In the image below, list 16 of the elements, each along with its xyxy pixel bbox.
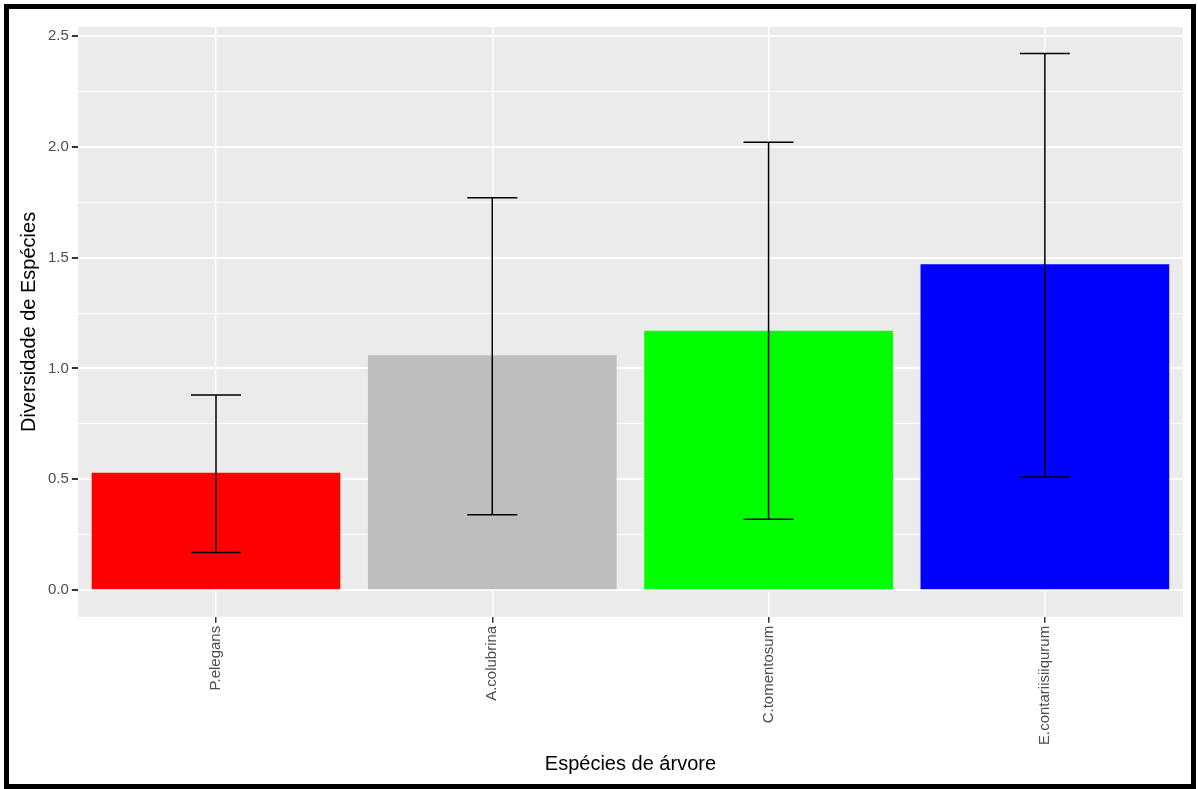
y-axis-title: Diversidade de Espécies bbox=[16, 211, 39, 432]
bar bbox=[920, 264, 1170, 590]
x-tick-label: P.elegans bbox=[206, 625, 224, 691]
x-tick-label: E.contariisiiqurum bbox=[1035, 625, 1052, 746]
y-tick-label: 1.0 bbox=[47, 358, 69, 376]
bar bbox=[91, 472, 341, 590]
y-tick-label: 0.5 bbox=[47, 469, 69, 487]
y-tick-label: 1.5 bbox=[47, 247, 69, 265]
bar bbox=[644, 330, 893, 590]
y-tick-label: 2.5 bbox=[47, 26, 69, 44]
x-tick-label: C.tomentosum bbox=[758, 625, 776, 724]
bar bbox=[367, 355, 617, 590]
x-tick-label: A.colubrina bbox=[482, 625, 500, 701]
y-tick-label: 0.0 bbox=[47, 580, 69, 598]
y-tick-label: 2.0 bbox=[47, 136, 69, 154]
x-axis-title: Espécies de árvore bbox=[544, 751, 717, 774]
